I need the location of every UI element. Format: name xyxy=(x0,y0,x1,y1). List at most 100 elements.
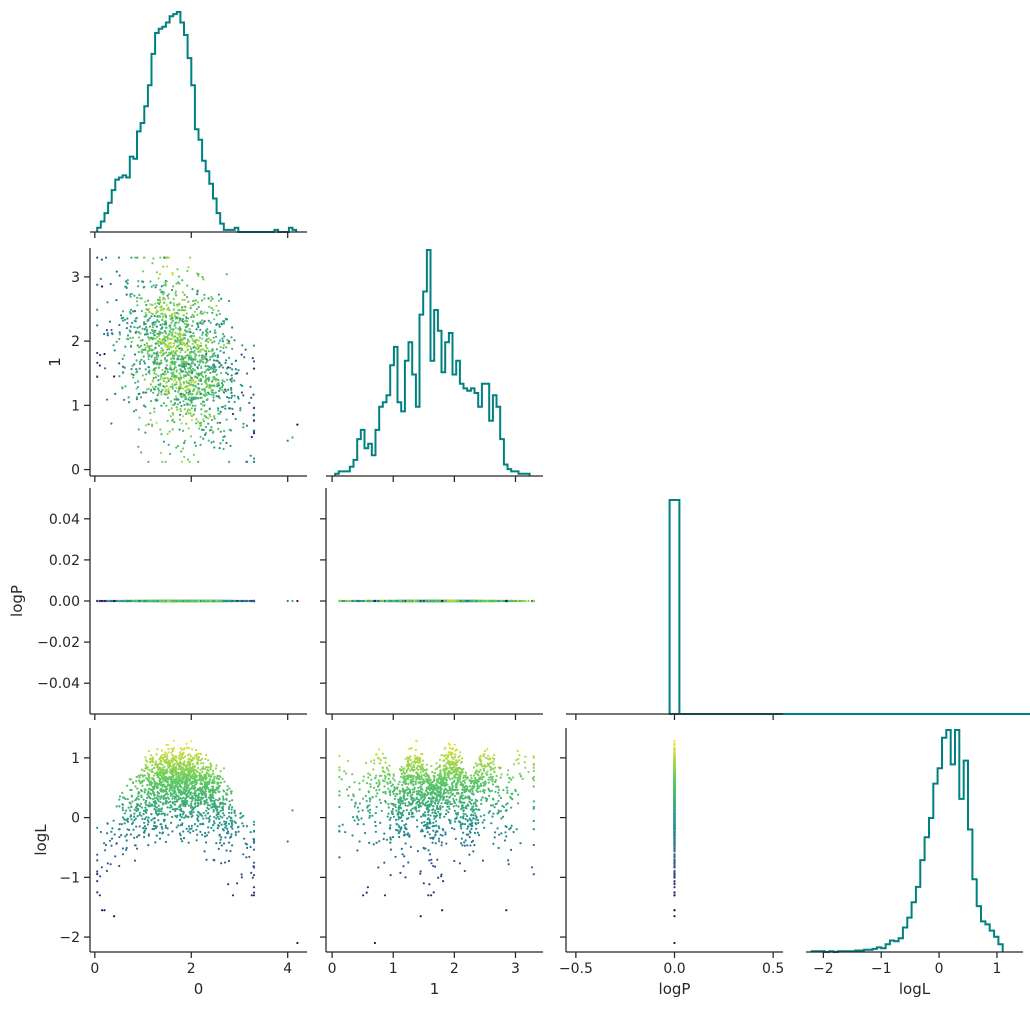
scatter-point xyxy=(391,807,394,811)
scatter-point xyxy=(449,778,452,781)
scatter-point xyxy=(498,794,501,797)
scatter-point xyxy=(203,311,206,314)
scatter-point xyxy=(151,262,154,265)
scatter-point xyxy=(225,346,228,349)
scatter-point xyxy=(389,838,392,841)
scatter-point xyxy=(147,791,150,795)
scatter-point xyxy=(222,767,226,770)
scatter-point xyxy=(405,771,408,774)
scatter-point xyxy=(186,815,189,818)
scatter-point xyxy=(180,306,184,309)
scatter-point xyxy=(240,873,243,876)
scatter-point xyxy=(475,769,478,772)
scatter-point xyxy=(205,394,208,397)
scatter-point xyxy=(368,800,372,803)
scatter-point xyxy=(217,427,220,431)
scatter-point xyxy=(207,422,210,425)
scatter-point xyxy=(462,809,465,813)
scatter-point xyxy=(358,788,361,791)
scatter-point xyxy=(354,801,357,804)
scatter-point xyxy=(248,401,251,404)
scatter-point xyxy=(139,774,142,777)
scatter-point xyxy=(167,342,170,345)
scatter-point xyxy=(207,350,210,353)
scatter-point xyxy=(230,817,233,820)
scatter-point xyxy=(115,805,118,808)
scatter-point xyxy=(168,330,171,333)
scatter-point xyxy=(224,407,227,410)
scatter-point xyxy=(234,368,237,371)
scatter-point xyxy=(470,827,473,831)
scatter-point xyxy=(170,821,173,825)
scatter-point xyxy=(174,771,178,774)
scatter-point xyxy=(170,321,173,324)
scatter-point xyxy=(202,404,205,407)
scatter-point xyxy=(248,855,251,858)
scatter-point xyxy=(218,362,221,365)
scatter-point xyxy=(175,406,178,409)
scatter-point xyxy=(187,344,190,347)
scatter-point xyxy=(177,364,180,367)
scatter-point xyxy=(356,823,359,826)
scatter-point xyxy=(402,809,405,813)
scatter-point xyxy=(191,798,194,802)
scatter-point xyxy=(439,808,442,811)
scatter-point xyxy=(212,829,215,832)
scatter-point xyxy=(118,823,121,826)
scatter-point xyxy=(180,363,183,366)
scatter-point xyxy=(517,757,520,761)
scatter-point xyxy=(190,377,193,380)
scatter-point xyxy=(155,271,158,274)
scatter-point xyxy=(213,816,216,819)
scatter-point xyxy=(409,769,412,772)
scatter-point xyxy=(158,334,161,337)
scatter-point xyxy=(203,835,207,838)
scatter-point xyxy=(180,837,183,841)
scatter-point xyxy=(192,830,195,833)
scatter-point xyxy=(447,792,450,795)
scatter-point xyxy=(147,299,150,302)
scatter-point xyxy=(403,855,406,858)
scatter-point xyxy=(366,782,369,785)
scatter-point xyxy=(207,775,211,778)
scatter-point xyxy=(133,859,137,862)
scatter-point xyxy=(390,784,393,788)
scatter-point xyxy=(216,775,219,778)
scatter-point xyxy=(217,799,220,802)
scatter-point xyxy=(358,802,361,805)
scatter-point xyxy=(188,409,191,412)
scatter-point xyxy=(199,322,202,325)
scatter-point xyxy=(171,271,174,274)
scatter-point xyxy=(161,331,164,334)
scatter-point xyxy=(153,807,156,811)
scatter-point xyxy=(130,818,133,821)
scatter-point xyxy=(208,305,211,308)
scatter-point xyxy=(464,774,467,777)
scatter-point xyxy=(213,822,216,825)
scatter-points xyxy=(96,256,676,945)
scatter-point xyxy=(172,328,175,332)
scatter-point xyxy=(352,793,355,796)
scatter-point xyxy=(223,335,226,338)
scatter-point xyxy=(118,331,121,334)
scatter-point xyxy=(187,830,190,833)
scatter-point xyxy=(150,388,153,391)
scatter-point xyxy=(159,772,162,776)
scatter-point xyxy=(152,361,155,364)
scatter-point xyxy=(171,337,175,340)
scatter-point xyxy=(383,832,386,835)
scatter-point xyxy=(205,771,208,774)
scatter-point xyxy=(476,783,479,786)
scatter-point xyxy=(186,764,190,767)
scatter-point xyxy=(252,891,256,894)
scatter-point xyxy=(110,332,114,335)
scatter-point xyxy=(464,795,467,798)
scatter-point xyxy=(517,762,520,765)
scatter-point xyxy=(394,818,398,822)
scatter-point xyxy=(233,811,236,815)
scatter-point xyxy=(177,344,180,347)
scatter-point xyxy=(141,339,144,342)
scatter-point xyxy=(180,799,184,803)
scatter-point xyxy=(419,771,422,774)
scatter-point xyxy=(153,358,156,362)
